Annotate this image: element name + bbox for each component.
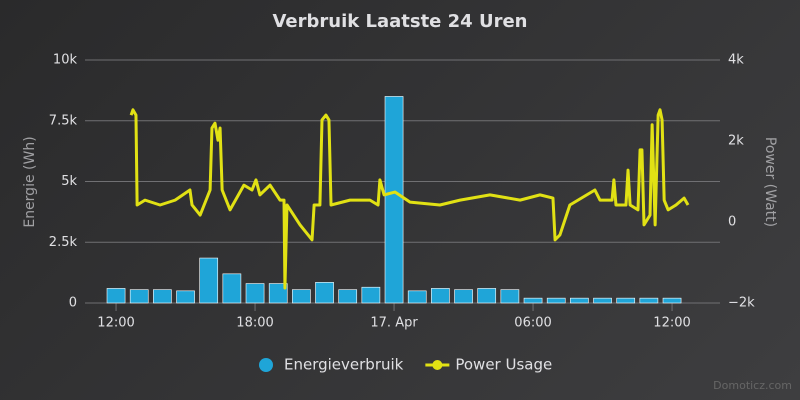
bar bbox=[361, 286, 381, 304]
bar bbox=[662, 297, 682, 304]
bar bbox=[431, 288, 450, 304]
bar bbox=[616, 297, 636, 304]
y2-tick-label: 0 bbox=[728, 215, 736, 230]
bar bbox=[106, 288, 126, 304]
y-tick-label: 10k bbox=[53, 53, 78, 68]
y-axis-label: Energie (Wh) bbox=[22, 136, 38, 227]
x-tick-label: 18:00 bbox=[236, 316, 273, 331]
y2-tick-label: −2k bbox=[728, 296, 755, 311]
chart-title: Verbruik Laatste 24 Uren bbox=[272, 11, 527, 32]
credit: Domoticz.com bbox=[713, 379, 792, 392]
bar bbox=[315, 282, 334, 304]
bar bbox=[477, 288, 497, 304]
bar bbox=[292, 289, 311, 304]
bar bbox=[153, 289, 172, 304]
bar bbox=[199, 257, 219, 304]
legend-marker bbox=[432, 360, 443, 370]
y2-axis-label: Power (Watt) bbox=[762, 137, 778, 227]
bar bbox=[639, 297, 659, 304]
bar bbox=[407, 290, 427, 304]
legend-label: Energieverbruik bbox=[284, 356, 404, 374]
bar bbox=[338, 289, 358, 304]
bar bbox=[245, 283, 265, 304]
power-line bbox=[129, 108, 690, 290]
bar bbox=[593, 297, 612, 304]
x-tick-label: 06:00 bbox=[514, 316, 551, 331]
bar bbox=[222, 273, 242, 304]
bar bbox=[570, 297, 589, 304]
x-tick-label: 17. Apr bbox=[370, 316, 418, 331]
y-tick-label: 5k bbox=[61, 174, 77, 189]
x-tick-label: 12:00 bbox=[97, 316, 134, 331]
bar bbox=[384, 96, 404, 304]
bar bbox=[129, 289, 149, 304]
y2-tick-label: 4k bbox=[728, 53, 744, 68]
y-tick-label: 0 bbox=[69, 296, 77, 311]
bar bbox=[546, 297, 566, 304]
legend-label: Power Usage bbox=[455, 356, 552, 374]
y2-tick-label: 2k bbox=[728, 134, 744, 149]
bar bbox=[176, 290, 195, 304]
legend-marker bbox=[259, 358, 273, 372]
x-tick-label: 12:00 bbox=[653, 316, 690, 331]
bar bbox=[500, 289, 520, 304]
y-tick-label: 7.5k bbox=[49, 113, 78, 128]
bar bbox=[268, 283, 288, 304]
bar bbox=[454, 289, 473, 304]
y-tick-label: 2.5k bbox=[49, 235, 78, 250]
bar bbox=[523, 297, 543, 304]
